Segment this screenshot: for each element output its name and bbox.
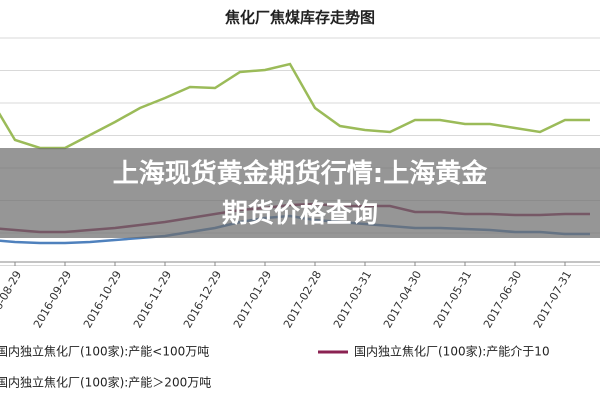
series-line — [0, 62, 590, 150]
x-tick-label: 2017-02-28 — [281, 269, 324, 331]
legend-label: 国内独立焦化厂(100家):产能＞200万吨 — [0, 375, 211, 390]
x-tick-label: 2017-04-30 — [381, 269, 424, 331]
x-tick-label: 2017-01-29 — [231, 269, 274, 331]
x-tick-label: 2016-12-29 — [181, 269, 224, 331]
chart-title: 焦化厂焦煤库存走势图 — [224, 9, 375, 27]
x-tick-label: 2016-08-29 — [0, 269, 24, 331]
legend-label: 国内独立焦化厂(100家):产能<100万吨 — [0, 344, 209, 359]
x-tick-label: 2017-07-31 — [531, 269, 574, 331]
x-tick-label: 2016-10-29 — [81, 269, 124, 331]
x-tick-label: 2017-06-30 — [481, 269, 524, 331]
x-tick-label: 2017-03-31 — [331, 269, 374, 331]
x-tick-label: 2017-05-31 — [431, 269, 474, 331]
banner-line: 期货价格查询 — [221, 199, 378, 229]
legend-label: 国内独立焦化厂(100家):产能介于10 — [354, 344, 550, 359]
banner-line: 上海现货黄金期货行情:上海黄金 — [112, 159, 488, 189]
x-tick-label: 2016-11-29 — [131, 269, 174, 331]
banner: 上海现货黄金期货行情:上海黄金 期货价格查询 — [0, 148, 600, 238]
x-tick-label: 2016-09-29 — [31, 269, 74, 331]
